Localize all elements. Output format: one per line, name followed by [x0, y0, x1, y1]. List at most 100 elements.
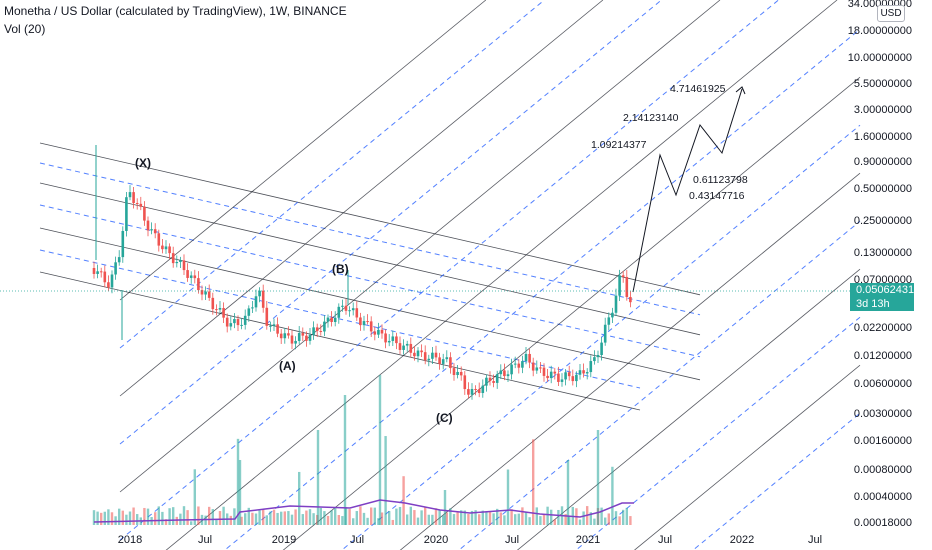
volume-bar: [172, 507, 175, 525]
volume-bar: [326, 515, 330, 525]
candle-body: [337, 306, 341, 318]
volume-bar: [467, 513, 470, 525]
volume-bar: [276, 512, 279, 525]
candle-body: [481, 385, 485, 394]
candle-body: [571, 376, 575, 382]
wave-label: (A): [279, 359, 296, 373]
volume-bar: [391, 519, 394, 525]
descending-channel-line-3: [39, 182, 701, 336]
volume-bar: [625, 507, 628, 525]
candle-body: [330, 317, 333, 322]
candle-body: [589, 361, 593, 373]
candle-body: [585, 372, 589, 374]
target-label: 0.61123798: [693, 174, 748, 186]
y-tick-label: 0.00600000: [854, 378, 912, 390]
candle-body: [279, 333, 283, 339]
candle-body: [611, 312, 614, 318]
volume-bar: [402, 476, 405, 525]
volume-bar: [294, 509, 297, 525]
candle-body: [391, 336, 395, 341]
y-tick-label: 10.00000000: [848, 52, 912, 64]
volume-bar: [136, 514, 139, 525]
target-label: 4.71461925: [670, 83, 726, 95]
candle-body: [243, 315, 247, 325]
volume-bar: [312, 513, 315, 525]
volume-bar: [337, 515, 340, 525]
candle-body: [143, 206, 146, 221]
candle-body: [521, 361, 524, 368]
candle-body: [492, 381, 495, 383]
ascending-pitchfork-line-7: [165, 0, 838, 550]
y-tick-label: 0.00300000: [854, 408, 912, 420]
volume-bar: [578, 519, 582, 525]
candle-body: [312, 327, 315, 335]
candle-body: [503, 370, 506, 377]
volume-bar: [557, 509, 560, 525]
volume-bar: [110, 512, 114, 525]
candle-body: [578, 370, 582, 375]
volume-bar: [319, 507, 322, 525]
volume-bar: [240, 516, 243, 525]
volume-bar: [352, 518, 355, 525]
candle-body: [341, 305, 344, 307]
volume-bar: [190, 521, 193, 525]
candle-body: [463, 375, 467, 390]
volume-bar: [373, 507, 376, 525]
candle-body: [290, 335, 294, 344]
candle-body: [423, 352, 427, 361]
candle-body: [546, 375, 549, 379]
volume-bar: [611, 466, 614, 525]
candle-body: [369, 321, 373, 332]
candle-body: [398, 343, 402, 350]
projection-path: [632, 86, 746, 293]
candle-body: [258, 290, 261, 297]
y-tick-label: 0.25000000: [854, 215, 912, 227]
volume-bar: [582, 511, 585, 525]
volume-bar: [343, 395, 347, 525]
volume-bar: [316, 430, 320, 525]
x-tick-label: Jul: [198, 534, 212, 546]
volume-bar: [442, 515, 445, 525]
candle-body: [189, 275, 193, 278]
candle-body: [117, 257, 121, 263]
volume-bar: [524, 511, 528, 525]
volume-bar: [604, 517, 607, 525]
candle-body: [171, 253, 175, 264]
descending-channel-line-2: [39, 162, 701, 316]
volume-bar: [517, 513, 520, 525]
candle-body: [222, 308, 225, 318]
volume-bar: [280, 511, 283, 525]
volume-bar: [197, 506, 200, 525]
target-label: 1.09214377: [591, 139, 647, 151]
volume-bar: [265, 515, 268, 525]
candle-body: [114, 262, 117, 275]
y-tick-label: 0.13000000: [854, 247, 912, 259]
volume-bar: [341, 516, 344, 525]
candle-body: [362, 321, 366, 326]
volume-ma-line: [93, 499, 634, 523]
candle-body: [575, 374, 578, 382]
candle-body: [161, 245, 164, 250]
volume-bar: [366, 517, 369, 525]
volume-bar: [103, 511, 106, 525]
candle-body: [549, 371, 553, 379]
volume-bar: [308, 509, 312, 525]
volume-bar: [550, 509, 553, 525]
candle-body: [355, 308, 359, 318]
volume-bar: [132, 507, 135, 525]
volume-bar: [359, 506, 362, 525]
x-tick-label: Jul: [658, 534, 672, 546]
volume-bar: [546, 506, 549, 525]
last-price-label: 0.05062431: [850, 283, 914, 298]
candle-body: [596, 355, 600, 358]
candle-body: [567, 372, 571, 377]
volume-bar: [146, 508, 150, 525]
ascending-pitchfork-line-11: [399, 172, 861, 550]
candle-body: [420, 350, 423, 353]
candle-body: [542, 367, 546, 376]
candle-body: [366, 321, 369, 323]
volume-bar: [449, 508, 452, 525]
currency-button[interactable]: USD: [877, 5, 905, 22]
volume-bar: [283, 511, 286, 525]
